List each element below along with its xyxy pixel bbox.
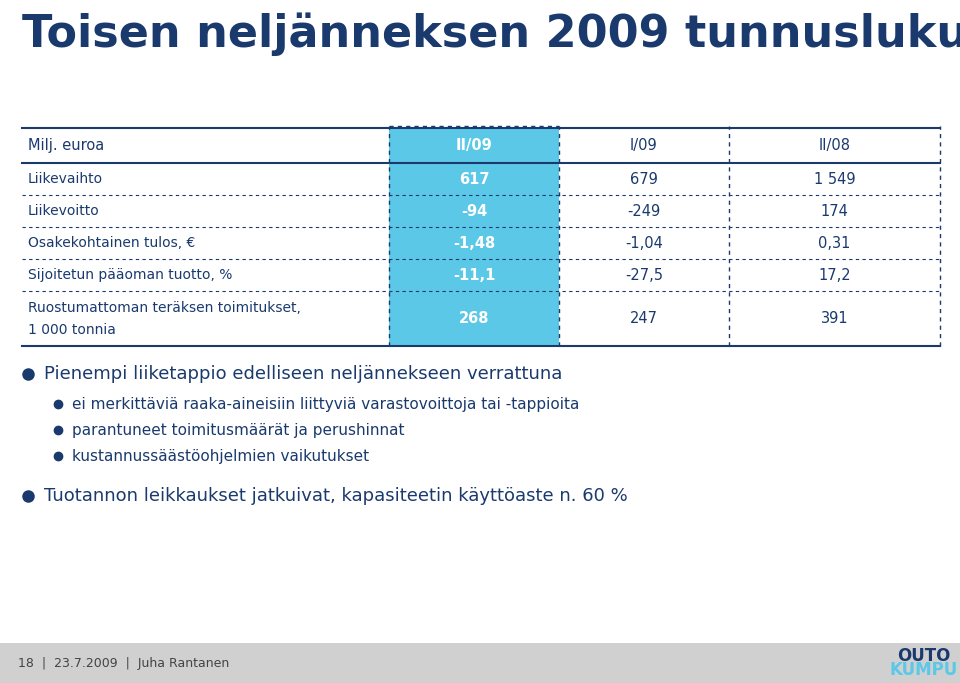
Text: -1,48: -1,48	[453, 236, 495, 251]
Text: 174: 174	[821, 204, 849, 219]
Text: 679: 679	[630, 171, 658, 186]
Text: Pienempi liiketappio edelliseen neljännekseen verrattuna: Pienempi liiketappio edelliseen neljänne…	[44, 365, 563, 383]
Bar	[389, 128, 559, 346]
Text: OUTO: OUTO	[898, 647, 950, 665]
Text: -94: -94	[461, 204, 488, 219]
Text: kustannussäästöohjelmien vaikutukset: kustannussäästöohjelmien vaikutukset	[72, 449, 370, 464]
Text: 1 549: 1 549	[814, 171, 855, 186]
Text: Ruostumattoman teräksen toimitukset,: Ruostumattoman teräksen toimitukset,	[28, 301, 300, 314]
Text: KUMPU: KUMPU	[890, 661, 958, 679]
Text: -11,1: -11,1	[453, 268, 495, 283]
Text: parantuneet toimitusmäärät ja perushinnat: parantuneet toimitusmäärät ja perushinna…	[72, 423, 404, 438]
Text: 268: 268	[459, 311, 490, 326]
Text: 391: 391	[821, 311, 849, 326]
Text: Sijoitetun pääoman tuotto, %: Sijoitetun pääoman tuotto, %	[28, 268, 232, 282]
Text: Toisen neljänneksen 2009 tunnuslukuja: Toisen neljänneksen 2009 tunnuslukuja	[22, 12, 960, 55]
Text: Liikevoitto: Liikevoitto	[28, 204, 100, 218]
Text: 0,31: 0,31	[818, 236, 851, 251]
Text: II/09: II/09	[456, 138, 492, 153]
Text: 1 000 tonnia: 1 000 tonnia	[28, 322, 116, 337]
Text: -249: -249	[627, 204, 660, 219]
Text: 18  |  23.7.2009  |  Juha Rantanen: 18 | 23.7.2009 | Juha Rantanen	[18, 656, 229, 669]
Text: Liikevaihto: Liikevaihto	[28, 172, 103, 186]
Text: 247: 247	[630, 311, 658, 326]
Text: -27,5: -27,5	[625, 268, 663, 283]
Text: Osakekohtainen tulos, €: Osakekohtainen tulos, €	[28, 236, 195, 250]
Text: Tuotannon leikkaukset jatkuivat, kapasiteetin käyttöaste n. 60 %: Tuotannon leikkaukset jatkuivat, kapasit…	[44, 487, 628, 505]
Text: I/09: I/09	[630, 138, 658, 153]
Text: 17,2: 17,2	[818, 268, 851, 283]
Text: 617: 617	[459, 171, 490, 186]
Text: Milj. euroa: Milj. euroa	[28, 138, 105, 153]
FancyBboxPatch shape	[0, 643, 960, 683]
Text: ei merkittäviä raaka-aineisiin liittyviä varastovoittoja tai -tappioita: ei merkittäviä raaka-aineisiin liittyviä…	[72, 397, 580, 411]
Text: -1,04: -1,04	[625, 236, 663, 251]
Text: II/08: II/08	[819, 138, 851, 153]
